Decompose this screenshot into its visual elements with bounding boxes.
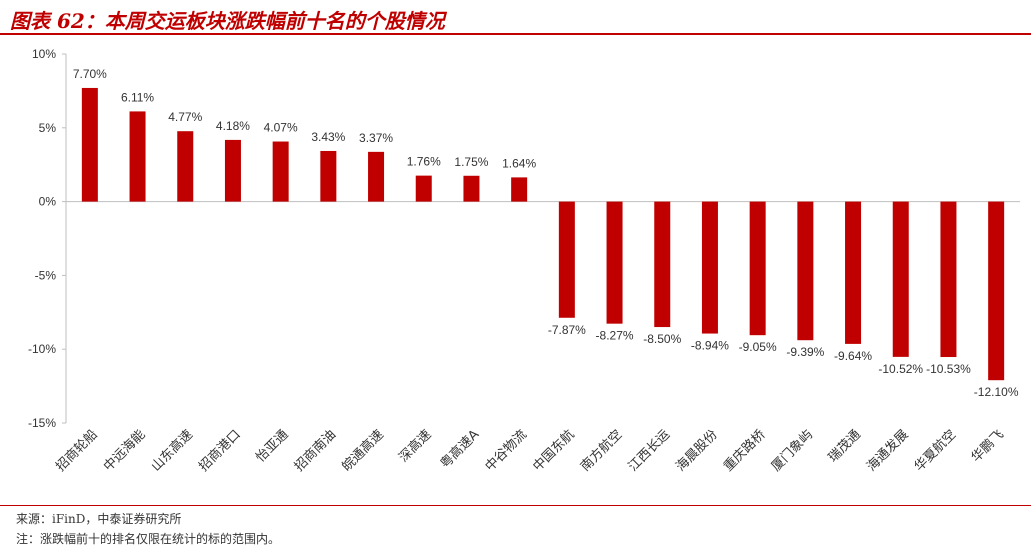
category-label: 招商南油 [291, 427, 339, 475]
bar [607, 202, 623, 324]
category-label: 中谷物流 [483, 427, 530, 474]
data-label: 4.18% [216, 119, 250, 133]
footnote: 注：涨跌幅前十的排名仅限在统计的标的范围内。 [16, 530, 280, 547]
bar [416, 176, 432, 202]
bar [559, 202, 575, 318]
data-label: -8.27% [596, 329, 634, 343]
category-label: 海通发展 [863, 427, 911, 475]
category-label: 南方航空 [577, 427, 625, 475]
data-label: 6.11% [121, 90, 154, 104]
category-label: 招商轮船 [53, 427, 100, 474]
bar [940, 202, 956, 357]
data-label: -12.10% [974, 385, 1019, 399]
chart-area: 10% 5% 0% -5% -10% -15% 7.70% 招商轮船 6.11% 中远海能 4.77… [0, 36, 1031, 504]
category-label: 粤高速A [437, 426, 482, 471]
category-label: 华夏航空 [911, 427, 959, 475]
figure-header: 图表 62：本周交运板块涨跌幅前十名的个股情况 [0, 0, 1031, 34]
category-label: 皖通高速 [339, 427, 387, 475]
bar [893, 202, 909, 357]
data-label: -10.52% [878, 362, 923, 376]
bar [797, 202, 813, 341]
category-label: 海晨股份 [673, 427, 720, 474]
category-label: 中远海能 [101, 427, 148, 474]
bar [845, 202, 861, 344]
y-tick-label: -5% [35, 268, 57, 282]
data-label: -8.50% [643, 332, 681, 346]
category-label: 深高速 [396, 427, 435, 466]
source-note: 来源：iFinD，中泰证券研究所 [16, 510, 181, 527]
category-label: 江西长运 [626, 427, 673, 474]
figure-title: 图表 62：本周交运板块涨跌幅前十名的个股情况 [10, 5, 445, 34]
category-label: 华鹏飞 [969, 427, 1007, 465]
bar [750, 202, 766, 336]
footer-divider [0, 505, 1031, 506]
data-label: 3.37% [359, 131, 393, 145]
y-tick-label: -15% [28, 416, 56, 430]
data-label: -7.87% [548, 323, 586, 337]
category-label: 怡亚通 [253, 427, 291, 465]
data-label: 1.75% [454, 155, 488, 169]
category-label: 中国东航 [530, 427, 578, 475]
y-tick-label: -10% [28, 342, 56, 356]
data-label: 7.70% [73, 67, 107, 81]
category-label: 瑞茂通 [826, 427, 864, 465]
bar [82, 88, 98, 202]
category-label: 厦门象屿 [769, 427, 816, 474]
bar-chart: 10% 5% 0% -5% -10% -15% 7.70% 招商轮船 6.11% 中远海能 4.77… [0, 36, 1031, 504]
data-label: -8.94% [691, 339, 729, 353]
data-label: 3.43% [311, 130, 345, 144]
category-label: 重庆路桥 [720, 427, 768, 475]
bar [130, 111, 146, 201]
data-label: -9.64% [834, 349, 872, 363]
data-label: 4.07% [264, 121, 298, 135]
bar [225, 140, 241, 202]
data-label: -10.53% [926, 362, 971, 376]
bar [654, 202, 670, 327]
data-label: -9.05% [739, 340, 777, 354]
category-label: 招商港口 [196, 427, 243, 474]
bar [320, 151, 336, 202]
data-label: 1.76% [407, 155, 441, 169]
data-label: -9.39% [786, 345, 824, 359]
y-tick-label: 0% [39, 195, 57, 209]
y-tick-label: 5% [39, 121, 57, 135]
y-tick-label: 10% [32, 47, 56, 61]
bar [273, 142, 289, 202]
data-label: 4.77% [168, 110, 202, 124]
bar [463, 176, 479, 202]
bar [702, 202, 718, 334]
bar [988, 202, 1004, 381]
bar [511, 177, 527, 201]
bar [368, 152, 384, 202]
title-divider [0, 33, 1031, 35]
bar [177, 131, 193, 201]
category-label: 山东高速 [148, 427, 196, 475]
data-label: 1.64% [502, 156, 536, 170]
